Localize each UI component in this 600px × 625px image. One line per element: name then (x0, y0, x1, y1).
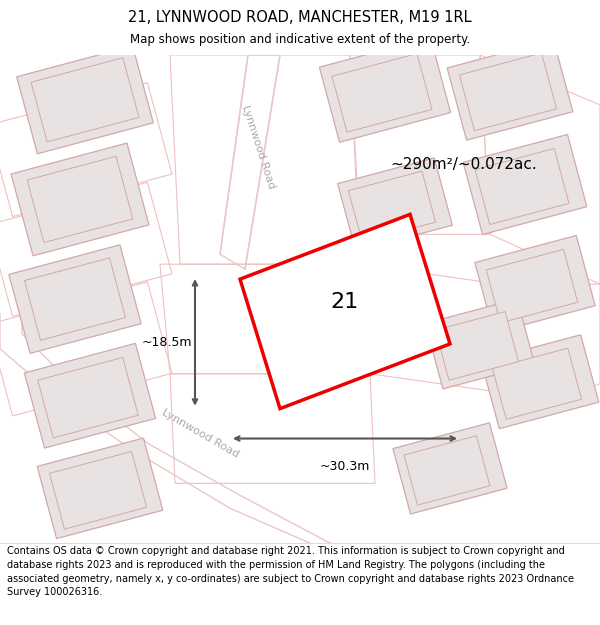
Bar (38, 357, 138, 438)
Bar (338, 158, 452, 251)
Bar (349, 171, 436, 242)
Text: ~30.3m: ~30.3m (320, 460, 370, 473)
Bar (393, 422, 507, 514)
Bar (25, 258, 125, 340)
Bar (436, 312, 518, 380)
Bar (425, 299, 535, 389)
Text: 21, LYNNWOOD ROAD, MANCHESTER, M19 1RL: 21, LYNNWOOD ROAD, MANCHESTER, M19 1RL (128, 10, 472, 25)
Bar (49, 451, 146, 529)
Bar (486, 249, 578, 323)
Text: Lynnwood Road: Lynnwood Road (240, 104, 276, 190)
Polygon shape (240, 214, 450, 409)
Text: 21: 21 (331, 291, 359, 311)
Text: ~18.5m: ~18.5m (142, 336, 192, 349)
Bar (25, 343, 155, 448)
Text: ~290m²/~0.072ac.: ~290m²/~0.072ac. (390, 157, 537, 172)
Bar (319, 38, 451, 142)
Bar (0, 282, 172, 416)
Bar (31, 58, 139, 142)
Bar (460, 53, 557, 131)
Bar (404, 436, 490, 505)
Bar (37, 438, 163, 539)
Polygon shape (0, 314, 330, 543)
Bar (475, 236, 595, 332)
Text: Contains OS data © Crown copyright and database right 2021. This information is : Contains OS data © Crown copyright and d… (7, 546, 574, 598)
Bar (493, 348, 581, 419)
Bar (475, 149, 569, 224)
Polygon shape (220, 55, 280, 269)
Bar (17, 46, 154, 154)
Bar (481, 335, 599, 429)
Bar (9, 245, 141, 353)
Text: Lynnwood Road: Lynnwood Road (160, 408, 241, 460)
Bar (0, 182, 172, 316)
Bar (447, 39, 573, 140)
Bar (11, 143, 149, 256)
Bar (27, 156, 133, 242)
Bar (0, 82, 172, 217)
Bar (463, 134, 587, 234)
Bar (332, 54, 432, 132)
Text: Map shows position and indicative extent of the property.: Map shows position and indicative extent… (130, 33, 470, 46)
